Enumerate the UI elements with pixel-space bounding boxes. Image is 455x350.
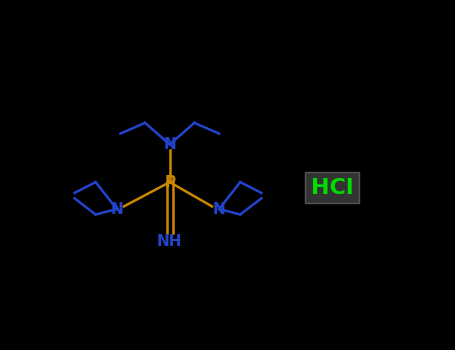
Text: NH: NH <box>157 234 182 249</box>
Text: N: N <box>163 137 176 152</box>
Text: N: N <box>212 202 226 217</box>
Text: HCl: HCl <box>311 177 353 197</box>
Text: P: P <box>164 175 175 190</box>
Text: N: N <box>111 202 123 217</box>
